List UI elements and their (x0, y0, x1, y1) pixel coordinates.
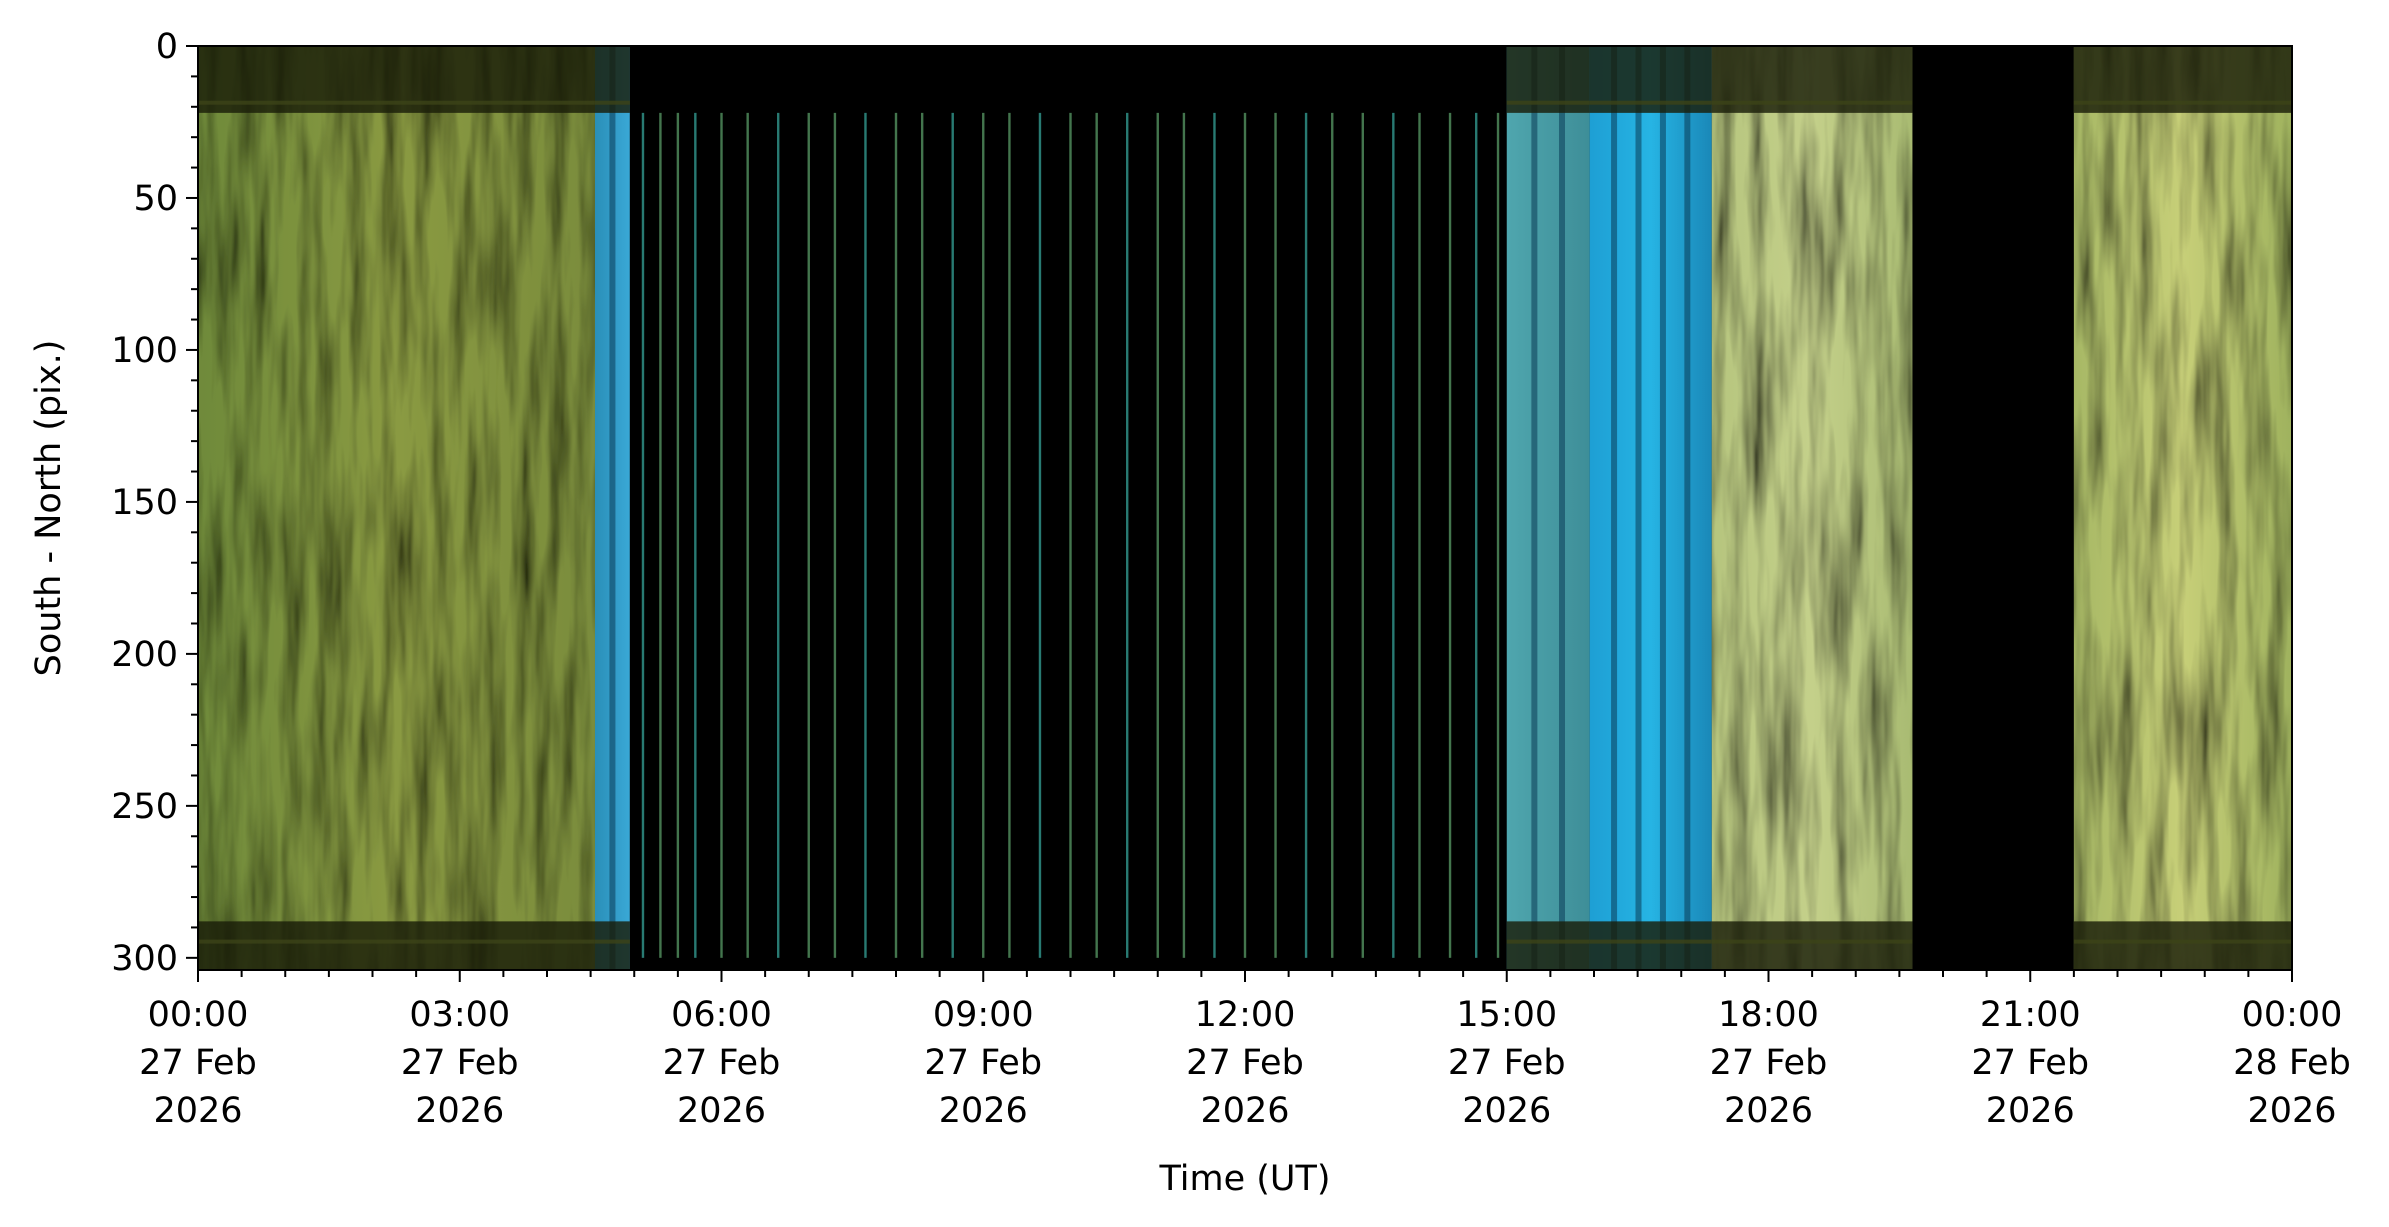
masked-band-line (594, 939, 630, 944)
daylight-spike (807, 112, 810, 958)
daylight-spike (659, 112, 662, 958)
twilight-band (1684, 46, 1691, 970)
twilight-band (1559, 46, 1566, 970)
masked-band (1589, 921, 1712, 970)
x-tick-label: 18:00 27 Feb 2026 (1710, 995, 1828, 1131)
masked-band-line (594, 100, 630, 105)
x-axis-label: Time (UT) (1158, 1159, 1330, 1199)
twilight-band (1611, 46, 1618, 970)
masked-band-line (1506, 100, 1590, 105)
daylight-spike (982, 112, 985, 958)
y-tick-label: 100 (111, 331, 178, 371)
masked-band-line (1589, 939, 1712, 944)
twilight-band (1531, 46, 1538, 970)
masked-band (198, 921, 595, 970)
masked-band (594, 921, 630, 970)
daylight-spike (1156, 112, 1159, 958)
daylight-spike (1008, 112, 1011, 958)
x-tick-label: 15:00 27 Feb 2026 (1448, 995, 1566, 1131)
segment-twilight-3 (1506, 46, 1590, 970)
y-tick-label: 300 (111, 939, 178, 979)
masked-band-line (1711, 100, 1913, 105)
masked-band (2073, 921, 2292, 970)
daylight-spike (894, 112, 898, 958)
masked-band-line (198, 100, 595, 105)
daylight-spike (864, 112, 867, 958)
masked-band-line (1506, 939, 1590, 944)
segment-daylight-2 (629, 46, 1507, 970)
masked-band-line (198, 939, 595, 944)
y-axis-label: South - North (pix.) (29, 340, 69, 677)
daylight-spike (746, 112, 749, 958)
y-tick-label: 150 (111, 483, 178, 523)
masked-band-line (2073, 939, 2292, 944)
daylight-spike (1331, 112, 1334, 958)
daylight-spike (1069, 112, 1072, 958)
twilight-band (1635, 46, 1642, 970)
masked-band-line (1711, 939, 1913, 944)
daylight-spike (1213, 112, 1216, 958)
x-tick-label: 00:00 27 Feb 2026 (139, 995, 257, 1131)
segment-twilight-4 (1589, 46, 1712, 970)
daylight-spike (694, 112, 697, 958)
daylight-spike (920, 112, 924, 958)
x-axis: 00:00 27 Feb 2026 03:00 27 Feb 2026 06:00 27 Fe… (139, 970, 2351, 1131)
x-tick-label: 12:00 27 Feb 2026 (1186, 995, 1304, 1131)
x-tick-label: 06:00 27 Feb 2026 (663, 995, 781, 1131)
x-tick-label: 21:00 27 Feb 2026 (1971, 995, 2089, 1131)
daylight-spike (1418, 112, 1421, 958)
daylight-spike (1392, 112, 1395, 958)
y-tick-label: 250 (111, 787, 178, 827)
masked-band-line (2073, 100, 2292, 105)
daylight-spike (1361, 112, 1364, 958)
y-tick-label: 50 (133, 179, 178, 219)
daylight-spike (676, 112, 680, 958)
daylight-spike (1496, 112, 1500, 958)
twilight-band (1659, 46, 1666, 970)
daylight-spike (720, 112, 723, 958)
daylight-spike (1448, 112, 1452, 958)
daylight-spike (1304, 112, 1308, 958)
daylight-spike (777, 112, 780, 958)
segment-gap-6 (1912, 46, 2074, 970)
daylight-spike (1126, 112, 1129, 958)
segment-auroral-5 (1711, 46, 1913, 970)
segment-auroral-7 (2073, 46, 2292, 970)
daylight-spike (1182, 112, 1186, 958)
x-tick-label: 00:00 28 Feb 2026 (2233, 995, 2351, 1131)
twilight-band (609, 46, 616, 970)
keogram-image (198, 46, 2292, 970)
daylight-spike (1095, 112, 1098, 958)
daylight-spike (1475, 112, 1478, 958)
y-tick-label: 0 (156, 27, 178, 67)
daylight-spike (1243, 112, 1247, 958)
masked-band (1506, 921, 1590, 970)
daylight-spike (1038, 112, 1042, 958)
daylight-spike (1274, 112, 1277, 958)
y-tick-label: 200 (111, 635, 178, 675)
daylight-spike (641, 112, 645, 958)
x-tick-label: 03:00 27 Feb 2026 (401, 995, 519, 1131)
masked-band-line (1589, 100, 1712, 105)
daylight-spike (833, 112, 837, 958)
segment-auroral-0 (198, 46, 595, 970)
daylight-spike (951, 112, 954, 958)
x-tick-label: 09:00 27 Feb 2026 (924, 995, 1042, 1131)
y-axis: 0 50 100 150 200 250 300 (111, 27, 198, 979)
masked-band (1711, 921, 1913, 970)
